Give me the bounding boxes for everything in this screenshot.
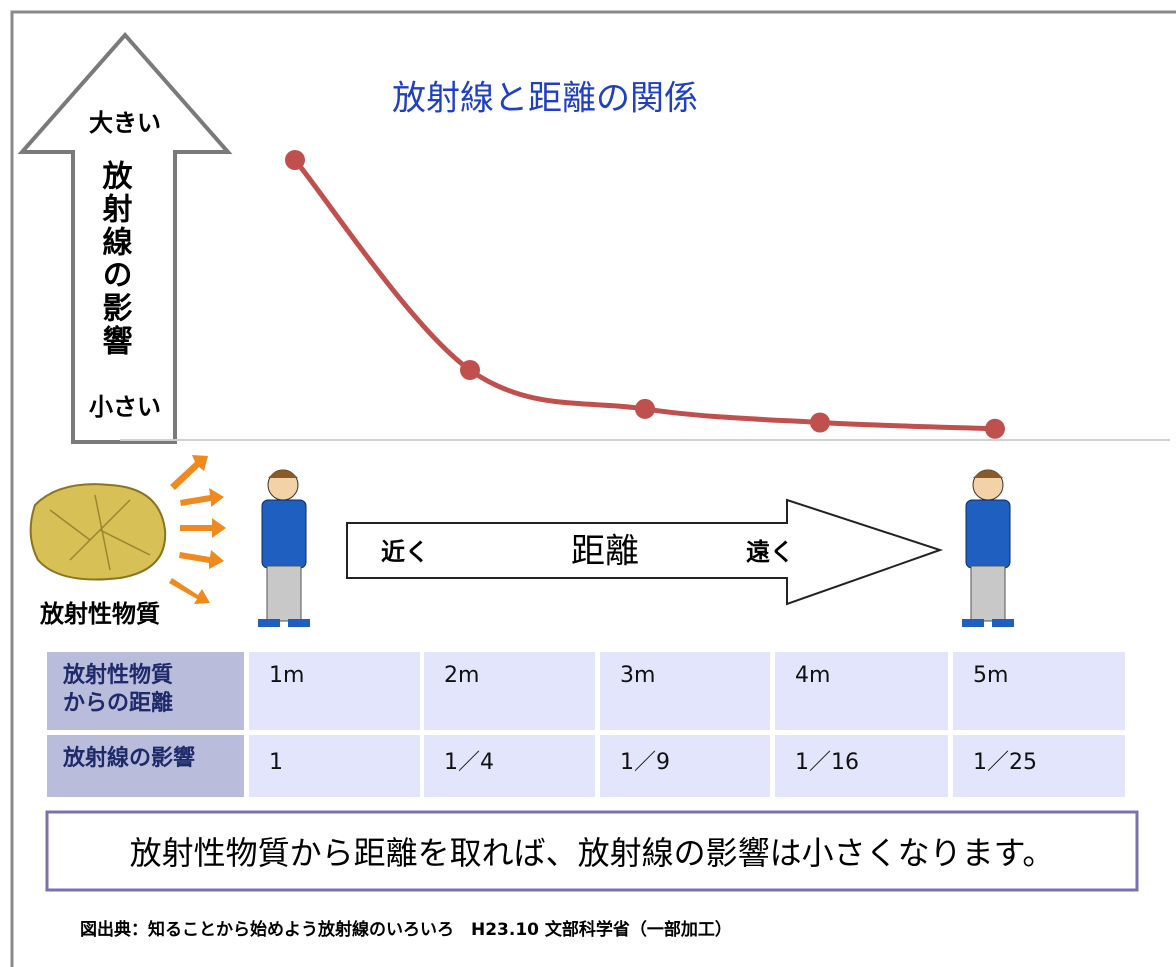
page: 大きい 放射線の影響 小さい 放射線と距離の関係 放射性物質 近く 距離 遠く … (0, 0, 1176, 967)
cell-text: 5m (973, 663, 1008, 688)
y-arrow-top: 大きい (89, 109, 161, 137)
cell-text: 1／9 (620, 750, 670, 775)
point (985, 419, 1005, 439)
cell-text: 1／16 (795, 750, 859, 775)
point (635, 399, 655, 419)
source-note: 図出典：知ることから始めよう放射線のいろいろ H23.10 文部科学省（一部加工… (80, 919, 732, 940)
cell-text: 1／25 (973, 750, 1037, 775)
cell-text: 1／4 (444, 750, 494, 775)
cell-text: 2m (444, 663, 479, 688)
row-header: からの距離 (63, 690, 173, 716)
distance-far: 遠く (746, 538, 794, 566)
cell-text: 1m (269, 663, 304, 688)
row-header: 放射線の影響 (62, 745, 195, 771)
source-label: 放射性物質 (39, 600, 160, 628)
distance-label: 距離 (571, 532, 639, 572)
conclusion: 放射性物質から距離を取れば、放射線の影響は小さくなります。 (130, 834, 1055, 872)
chart-title: 放射線と距離の関係 (392, 79, 698, 119)
y-arrow-label: 放射線の影響 (97, 160, 134, 358)
point (460, 360, 480, 380)
cell-text: 4m (795, 663, 830, 688)
cell-text: 1 (269, 750, 283, 775)
point (810, 413, 830, 433)
y-arrow-bottom: 小さい (89, 393, 161, 421)
cell-text: 3m (620, 663, 655, 688)
point (285, 150, 305, 170)
distance-near: 近く (381, 538, 429, 566)
row-header: 放射性物質 (62, 662, 173, 688)
